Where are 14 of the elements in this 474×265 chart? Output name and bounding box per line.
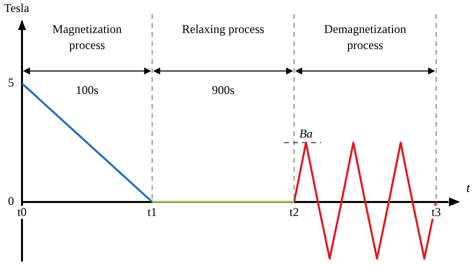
x-axis-title: t [466,180,470,195]
annotation: 900s [212,83,235,97]
x-tick-label: t2 [289,205,299,219]
annotation: Magnetization process [52,22,122,52]
y-tick-label: 5 [8,76,14,90]
x-tick-label: t0 [17,205,27,219]
y-axis-title: Tesla [4,1,30,15]
annotation: Demagnetization process [324,22,406,52]
x-tick-label: t1 [147,205,157,219]
annotation: Relaxing process [182,22,265,36]
annotation: 100s [76,83,99,97]
annotation: Ba [299,126,313,141]
y-tick-label: 0 [8,194,14,208]
x-tick-label: t3 [431,205,441,219]
